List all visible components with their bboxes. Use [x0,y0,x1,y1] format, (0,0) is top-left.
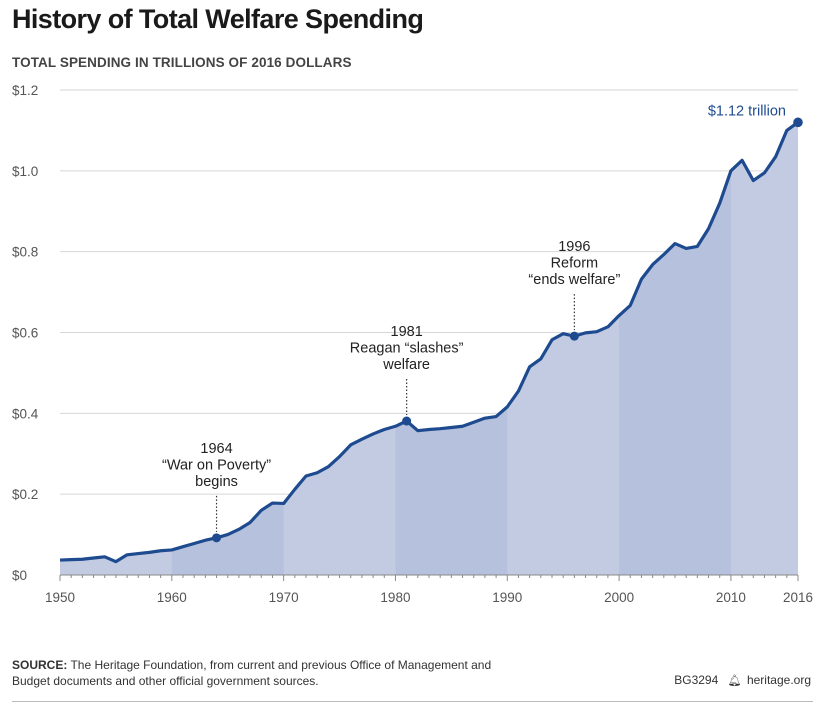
annotation-marker [569,331,579,341]
annotation-text: 1996 [558,239,590,255]
y-tick-label: $1.0 [12,164,38,179]
y-tick-label: $0.2 [12,487,38,502]
footer-credit: BG3294 🔔︎ heritage.org [674,673,811,687]
annotation-marker [402,416,412,426]
report-id: BG3294 [674,673,719,687]
x-tick-label: 2010 [716,590,746,605]
site-name: heritage.org [746,673,811,687]
x-tick-label: 1990 [492,590,522,605]
annotation-text: 1981 [391,324,423,340]
annotation-text: begins [195,474,238,490]
annotation-text: 1964 [200,441,232,457]
end-value-label: $1.12 trillion [708,103,786,119]
x-tick-label: 1950 [45,590,75,605]
area-fill [60,122,798,575]
x-tick-label: 1980 [380,590,410,605]
decade-band [619,122,731,575]
line-layer: $1.12 trillion [59,103,803,564]
x-tick-label: 1970 [269,590,299,605]
end-point-marker [793,117,803,128]
source-note: SOURCE: The Heritage Foundation, from cu… [12,657,532,689]
annotation-text: Reagan “slashes” [350,341,464,357]
liberty-bell-icon: 🔔︎ [727,675,742,687]
y-tick-label: $1.2 [12,83,38,98]
annotation-text: “War on Poverty” [162,457,271,473]
source-label: SOURCE: [12,658,68,672]
y-tick-label: $0.8 [12,245,38,260]
x-tick-label: 2016 [783,590,813,605]
annotation-text: Reform [551,256,599,272]
x-axis: 1950 1960 1970 1980 1990 2000 2010 2016 [45,574,813,605]
chart-subtitle: TOTAL SPENDING IN TRILLIONS OF 2016 DOLL… [12,55,352,70]
x-tick-label: 2000 [604,590,634,605]
annotation-marker [212,533,222,543]
annotation-text: welfare [382,357,430,373]
bottom-rule [12,701,813,702]
y-tick-label: $0 [12,568,27,583]
y-axis: $0 $0.2 $0.4 $0.6 $0.8 $1.0 $1.2 [12,83,39,583]
y-tick-label: $0.4 [12,406,39,421]
y-tick-label: $0.6 [12,326,38,341]
source-text: The Heritage Foundation, from current an… [12,658,492,688]
x-tick-label: 1960 [157,590,187,605]
series-line [59,121,799,564]
annotation-text: “ends welfare” [528,272,620,288]
chart-title: History of Total Welfare Spending [12,4,424,34]
